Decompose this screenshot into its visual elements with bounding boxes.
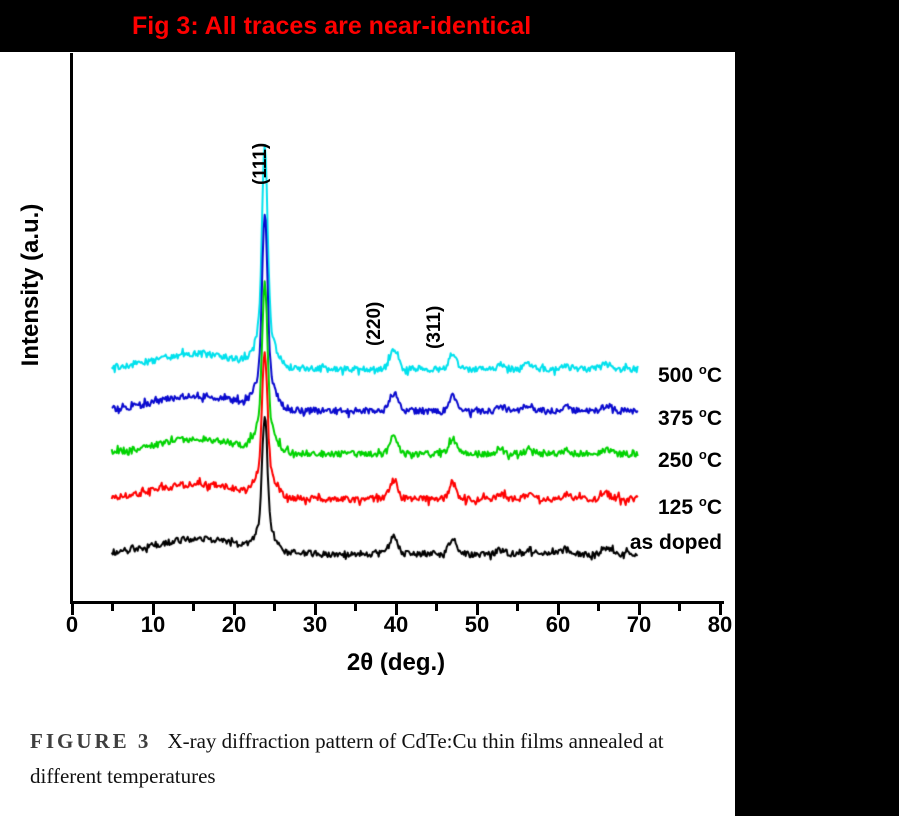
caption-figure-number: FIGURE 3	[30, 729, 152, 753]
x-tick-label: 50	[464, 612, 490, 637]
degree-symbol: o	[698, 494, 707, 509]
x-axis-major-tick	[394, 604, 398, 615]
x-tick-label: 70	[626, 612, 652, 637]
x-axis-title: 2θ (deg.)	[346, 649, 446, 676]
x-axis-minor-tick	[597, 604, 600, 611]
x-axis-major-tick	[475, 604, 479, 615]
x-axis-minor-tick	[192, 604, 195, 611]
x-axis-major-tick	[70, 604, 74, 615]
x-tick-label: 0	[65, 612, 79, 637]
degree-symbol: o	[698, 362, 707, 377]
x-tick-label: 20	[221, 612, 247, 637]
x-axis-minor-tick	[435, 604, 438, 611]
caption-text: X-ray diffraction pattern of CdTe:Cu thi…	[30, 729, 664, 788]
x-tick-label: 10	[140, 612, 166, 637]
y-axis-line	[70, 53, 73, 604]
peak-label-220: (220)	[364, 301, 385, 346]
x-axis-major-tick	[637, 604, 641, 615]
degree-symbol: o	[698, 447, 707, 462]
peak-label-111: (111)	[250, 142, 271, 185]
figure-caption: FIGURE 3 X-ray diffraction pattern of CdT…	[30, 724, 675, 794]
peak-label-311: (311)	[424, 305, 445, 349]
x-axis-minor-tick	[678, 604, 681, 611]
x-tick-label: 80	[707, 612, 733, 637]
x-tick-label: 40	[383, 612, 409, 637]
y-axis-title: Intensity (a.u.)	[17, 203, 44, 367]
x-axis-line	[70, 601, 724, 604]
x-axis-minor-tick	[354, 604, 357, 611]
x-axis-minor-tick	[111, 604, 114, 611]
series-label-125C: 125 oC	[658, 494, 722, 519]
series-label-250C: 250 oC	[658, 447, 722, 472]
series-label-as-doped: as doped	[629, 531, 722, 554]
x-axis-major-tick	[718, 604, 722, 615]
x-axis-major-tick	[313, 604, 317, 615]
x-axis-major-tick	[232, 604, 236, 615]
degree-symbol: o	[698, 405, 707, 420]
figure-annotation-title: Fig 3: All traces are near-identical	[132, 12, 532, 40]
x-axis-major-tick	[151, 604, 155, 615]
x-axis-major-tick	[556, 604, 560, 615]
x-axis-minor-tick	[516, 604, 519, 611]
series-label-375C: 375 oC	[658, 405, 722, 430]
x-tick-label: 60	[545, 612, 571, 637]
series-label-500C: 500 oC	[658, 362, 722, 387]
x-tick-label: 30	[302, 612, 328, 637]
x-axis-minor-tick	[273, 604, 276, 611]
